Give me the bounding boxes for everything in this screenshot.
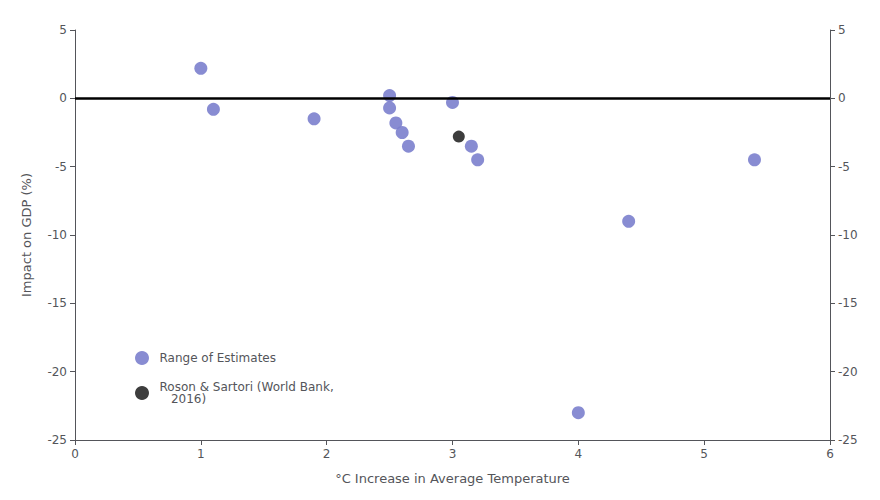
svg-text:-20: -20 <box>838 365 858 379</box>
svg-text:6: 6 <box>826 447 834 461</box>
svg-text:°C Increase in Average Tempera: °C Increase in Average Temperature <box>335 471 570 486</box>
svg-text:Roson & Sartori (World Bank,: Roson & Sartori (World Bank, <box>159 380 334 394</box>
svg-text:-25: -25 <box>47 433 67 447</box>
svg-text:5: 5 <box>700 447 708 461</box>
svg-text:0: 0 <box>71 447 79 461</box>
svg-text:4: 4 <box>575 447 583 461</box>
svg-text:1: 1 <box>197 447 205 461</box>
svg-text:3: 3 <box>449 447 457 461</box>
svg-text:2016): 2016) <box>160 392 207 406</box>
svg-text:-5: -5 <box>838 160 850 174</box>
svg-text:Range of Estimates: Range of Estimates <box>160 351 276 365</box>
svg-text:5: 5 <box>838 23 846 37</box>
svg-text:-20: -20 <box>47 365 67 379</box>
svg-text:5: 5 <box>59 23 67 37</box>
svg-text:-10: -10 <box>838 228 858 242</box>
svg-text:-15: -15 <box>47 296 67 310</box>
svg-text:0: 0 <box>838 91 846 105</box>
svg-text:-5: -5 <box>55 160 67 174</box>
svg-text:-25: -25 <box>838 433 858 447</box>
svg-text:-15: -15 <box>838 296 858 310</box>
svg-text:-10: -10 <box>47 228 67 242</box>
svg-text:Impact on GDP (%): Impact on GDP (%) <box>19 173 34 297</box>
svg-text:0: 0 <box>59 91 67 105</box>
svg-text:2: 2 <box>323 447 331 461</box>
